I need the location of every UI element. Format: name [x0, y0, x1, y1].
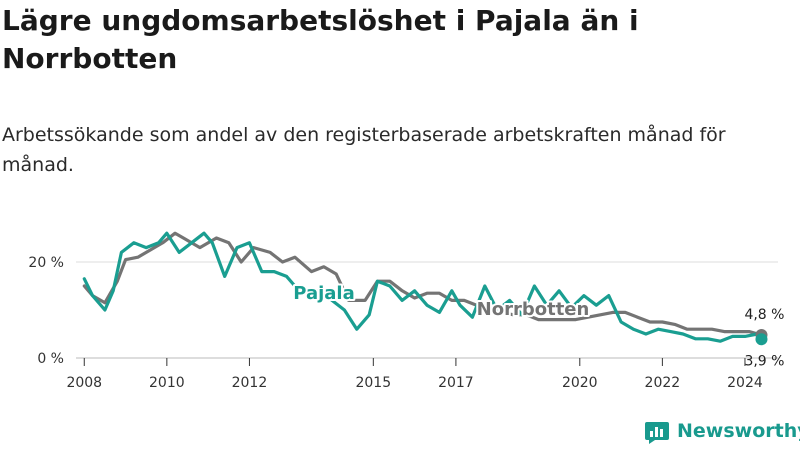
series-label-pajala: Pajala	[293, 283, 355, 304]
endpoint-pajala	[755, 333, 768, 346]
x-tick-label-7: 2024	[727, 375, 763, 391]
y-tick-label-1: 20 %	[28, 255, 64, 271]
series-label-norrbotten: Norrbotten	[477, 299, 590, 320]
x-tick-label-2: 2012	[232, 375, 268, 391]
newsworthy-logo-text: Newsworthy	[677, 420, 800, 442]
series-line-pajala	[82, 231, 764, 343]
chart-title: Lägre ungdomsarbetslöshet i Pajala än i …	[2, 4, 639, 75]
grid-layer	[76, 261, 778, 359]
newsworthy-logo-icon	[645, 422, 669, 444]
series-line-norrbotten	[82, 231, 764, 337]
x-tick-label-3: 2015	[355, 375, 391, 391]
value-label-norrbotten: 4,8 %	[744, 307, 784, 323]
x-tick-label-5: 2020	[562, 375, 598, 391]
newsworthy-logo: Newsworthy	[644, 418, 800, 444]
x-axis: 0 % 20 % 2008 2010 2012 2015 2017 2020 2022 2024	[28, 255, 762, 391]
x-tick-label-1: 2010	[149, 375, 185, 391]
label-layer: 4,8 % 3,9 % Pajala Norrbotten	[291, 281, 784, 369]
y-tick-label-0: 0 %	[37, 351, 64, 367]
x-tick-label-4: 2017	[438, 375, 474, 391]
series-layer	[82, 231, 768, 346]
x-tick-label-0: 2008	[66, 375, 102, 391]
line-chart: 0 %20 %2008 2010 2012 2015 2017 2020 2022 2024 …	[28, 231, 784, 391]
value-label-pajala: 3,9 %	[744, 353, 784, 369]
x-tick-label-6: 2022	[645, 375, 681, 391]
chart-subtitle: Arbetssökande som andel av den registerb…	[2, 124, 726, 176]
